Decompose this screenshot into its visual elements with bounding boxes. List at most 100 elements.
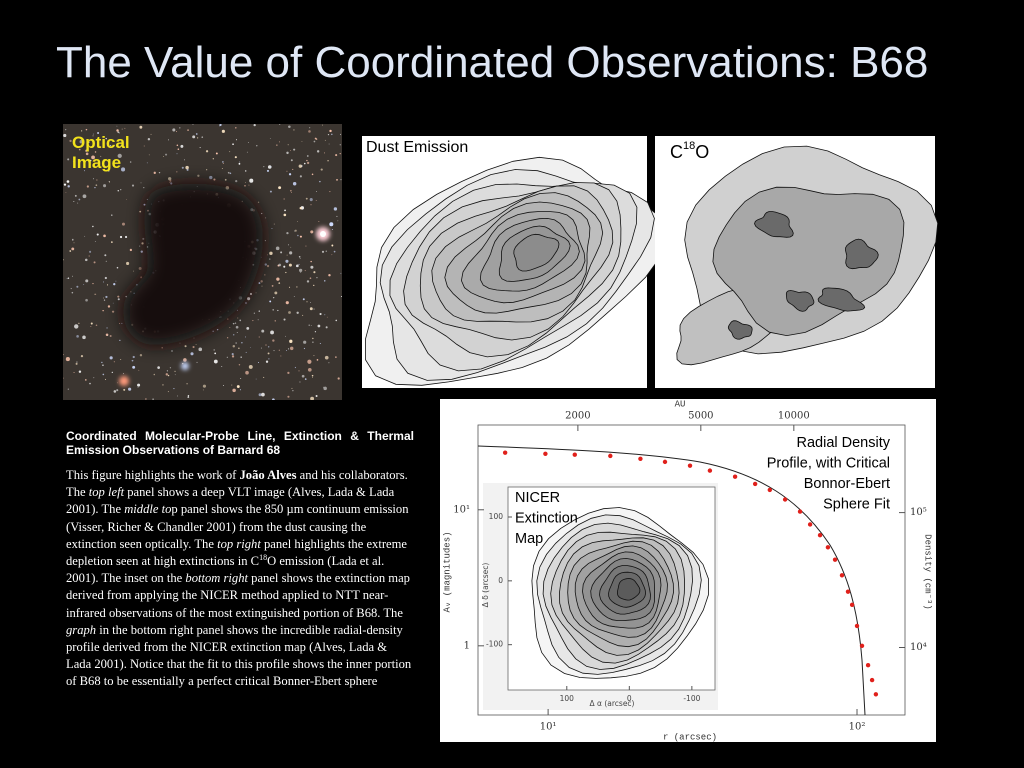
c18o-contour [845, 238, 879, 270]
star [81, 130, 83, 132]
star [115, 280, 117, 282]
star [306, 161, 310, 165]
star [85, 128, 88, 131]
star [285, 259, 289, 263]
star [231, 384, 233, 386]
star [293, 129, 295, 131]
star [291, 192, 293, 193]
star [237, 317, 239, 319]
star [323, 386, 327, 391]
star [209, 175, 213, 180]
star [265, 360, 269, 363]
star [161, 347, 163, 349]
star [271, 228, 273, 230]
star [102, 281, 104, 283]
data-point [782, 497, 788, 502]
star [94, 241, 96, 242]
optical-label: Optical Image [72, 133, 130, 172]
star [181, 166, 184, 169]
star [95, 293, 97, 295]
star [102, 364, 104, 366]
inset-label-line: NICER [515, 490, 560, 506]
star [279, 124, 281, 126]
data-point [817, 533, 823, 538]
star [296, 311, 299, 314]
star [79, 140, 83, 144]
star [77, 202, 79, 204]
c18o-label-part: C [670, 142, 683, 162]
star [265, 217, 267, 219]
star [261, 392, 265, 397]
caption-text: O emission (Lada et al. 2001). The inset… [66, 554, 385, 586]
star [120, 358, 122, 361]
star [172, 128, 176, 132]
star [139, 245, 141, 247]
star [322, 124, 324, 126]
caption-text: panel highlights the extreme depletion s… [66, 536, 408, 569]
star [324, 152, 325, 154]
star [107, 305, 111, 308]
caption-text: panel shows the extinction map derived f… [66, 571, 410, 620]
star [288, 286, 291, 288]
star [329, 191, 331, 193]
data-point [732, 474, 738, 479]
star [276, 277, 280, 281]
star [293, 296, 295, 298]
caption-text: bottom right [185, 571, 249, 586]
star [176, 171, 178, 173]
data-point [608, 453, 613, 459]
data-point [873, 692, 879, 697]
annotation-line: Radial Density [797, 435, 891, 451]
star [245, 170, 247, 172]
star [326, 316, 328, 318]
star [94, 187, 96, 189]
star [306, 159, 308, 162]
star [120, 189, 122, 191]
star [315, 199, 317, 201]
star [308, 324, 310, 326]
caption-text: middle to [124, 502, 172, 517]
star [177, 395, 178, 397]
star [116, 266, 119, 269]
caption-text: top left [88, 485, 125, 500]
star [105, 295, 108, 299]
star [294, 230, 296, 232]
star [297, 221, 298, 222]
star [234, 322, 237, 324]
star [331, 254, 333, 256]
star [313, 284, 315, 287]
inset-contour [616, 578, 641, 601]
x-axis-label: r (arcsec) [663, 732, 717, 742]
star [120, 167, 126, 172]
star [187, 129, 189, 131]
x-tick-label: 10¹ [540, 722, 557, 733]
star [229, 151, 231, 153]
y2-tick-label: 10⁵ [910, 507, 927, 518]
star [226, 337, 229, 339]
data-point [807, 522, 813, 527]
star [78, 148, 81, 151]
star [336, 215, 338, 217]
star [129, 248, 133, 252]
star [109, 144, 112, 147]
star [185, 165, 189, 170]
caption-text: João Alves [239, 468, 297, 482]
star [333, 207, 338, 211]
star [288, 311, 291, 314]
star [239, 319, 242, 322]
star [278, 349, 280, 351]
star [120, 144, 123, 147]
star [212, 158, 214, 160]
star [106, 284, 109, 286]
star [293, 148, 296, 151]
star [318, 221, 320, 222]
star [324, 355, 329, 360]
star [278, 282, 281, 284]
star [105, 137, 107, 140]
star [205, 150, 209, 153]
star [236, 385, 240, 388]
star [95, 324, 98, 327]
caption-text: graph [66, 622, 97, 637]
star [235, 342, 237, 344]
star [270, 166, 272, 168]
